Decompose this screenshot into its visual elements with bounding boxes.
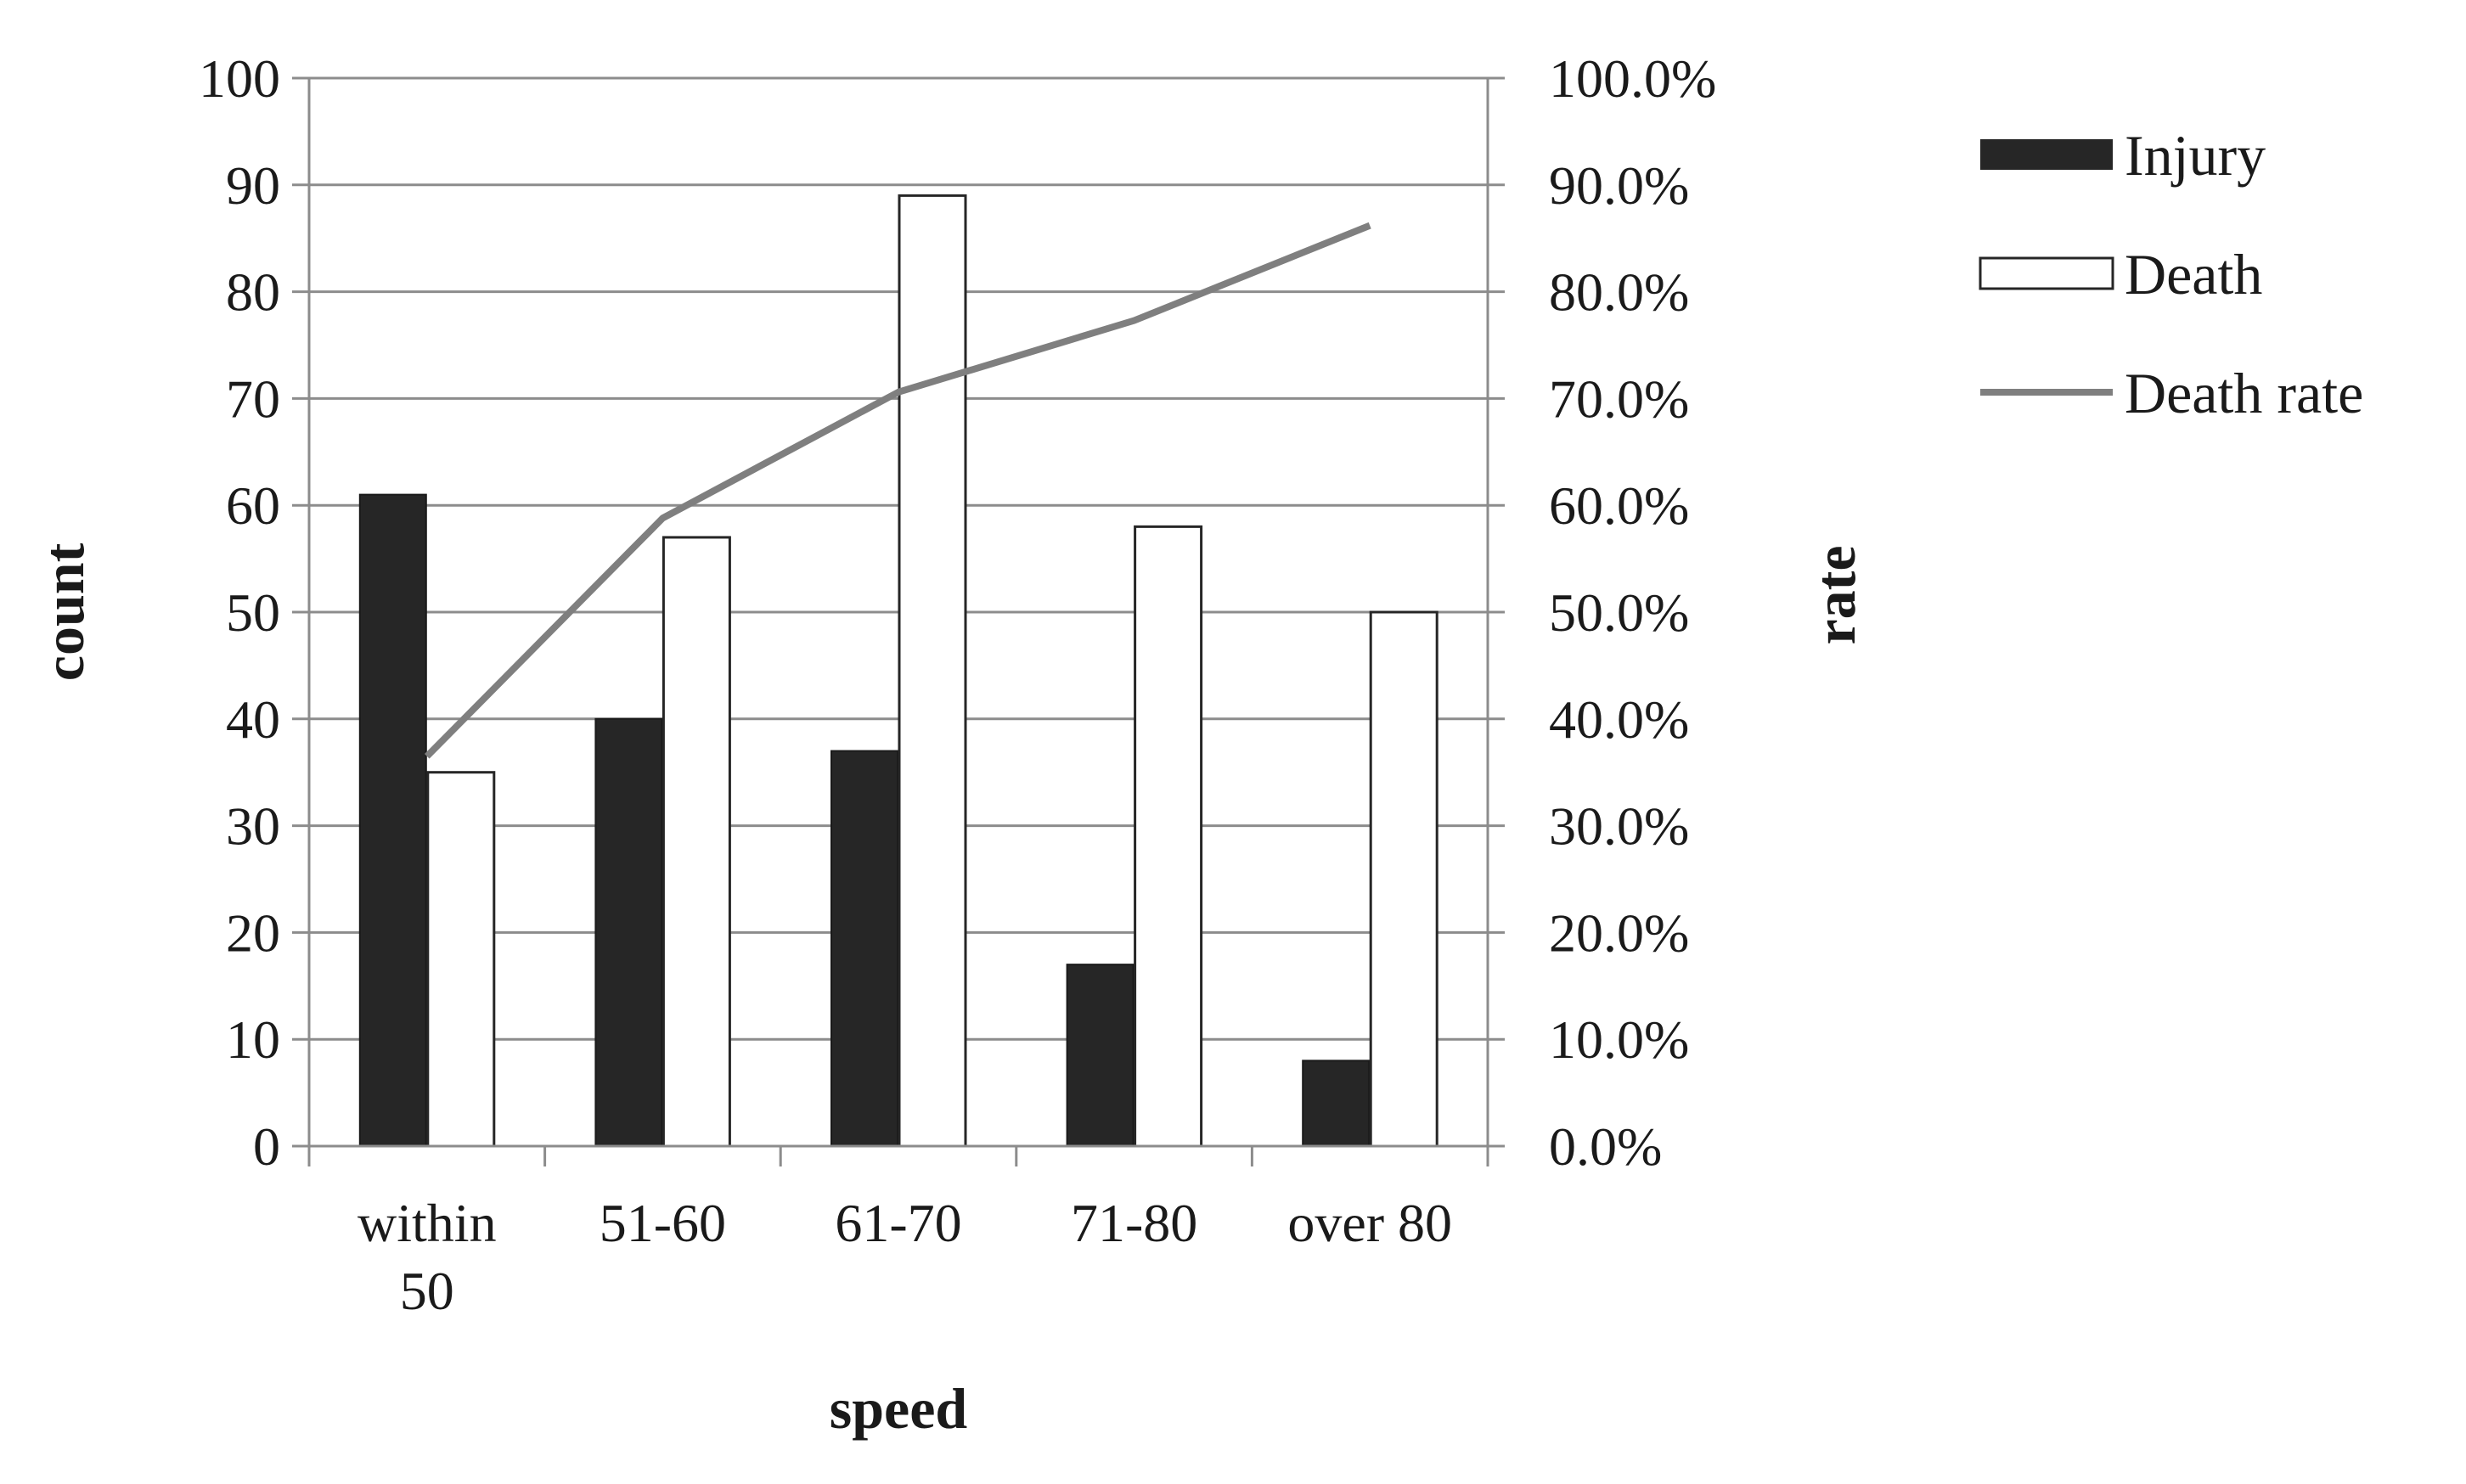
bars [358, 194, 1438, 1148]
tick-labels: 0 10 20 30 40 50 60 70 80 90 100 0.0% 10.0% 20.0% 30.0… [199, 48, 1716, 1321]
legend: Injury Death Death rate [1979, 123, 2363, 425]
bar-injury [1066, 964, 1134, 1148]
x-tick-label: 71-80 [1071, 1193, 1197, 1253]
y2-tick-label: 60.0% [1549, 475, 1689, 536]
y2-tick-label: 80.0% [1549, 262, 1689, 323]
bar-injury [1302, 1060, 1371, 1147]
y-tick-label: 20 [226, 902, 280, 963]
bar-death [1134, 525, 1203, 1148]
y2-tick-label: 70.0% [1549, 368, 1689, 429]
y2-tick-label: 30.0% [1549, 796, 1689, 857]
legend-injury-label: Injury [2125, 123, 2266, 188]
y-tick-label: 0 [253, 1116, 280, 1177]
bar-injury [594, 717, 663, 1147]
bar-death [898, 194, 967, 1148]
y-tick-label: 10 [226, 1009, 280, 1070]
bar-injury [358, 493, 427, 1147]
y2-tick-label: 10.0% [1549, 1009, 1689, 1070]
legend-death-rate-label: Death rate [2125, 361, 2363, 425]
y-tick-label: 30 [226, 796, 280, 857]
x-tick-label: 50 [400, 1261, 454, 1321]
y2-tick-label: 20.0% [1549, 902, 1689, 963]
y-tick-label: 60 [226, 475, 280, 536]
y-tick-label: 90 [226, 155, 280, 216]
y-tick-label: 100 [199, 48, 280, 109]
bar-death [426, 771, 496, 1148]
bar-injury [830, 750, 898, 1147]
x-axis-title: speed [830, 1376, 968, 1441]
y2-tick-label: 90.0% [1549, 155, 1689, 216]
bar-death [662, 536, 731, 1148]
y2-axis-title: rate [1803, 545, 1867, 644]
x-tick-label: 61-70 [835, 1193, 961, 1253]
bar-death [1369, 610, 1438, 1148]
y2-tick-label: 40.0% [1549, 689, 1689, 750]
legend-death-swatch [1979, 256, 2114, 290]
y2-tick-label: 100.0% [1549, 48, 1716, 109]
y-tick-label: 50 [226, 582, 280, 643]
y2-tick-label: 0.0% [1549, 1116, 1662, 1177]
x-tick-label: 51-60 [600, 1193, 726, 1253]
y-axis-title: count [31, 542, 96, 681]
y-tick-label: 40 [226, 689, 280, 750]
legend-death-label: Death [2125, 242, 2262, 306]
line-death-rate [424, 222, 1371, 759]
y2-tick-label: 50.0% [1549, 582, 1689, 643]
axes [292, 76, 1505, 1166]
x-tick-label: over 80 [1287, 1193, 1452, 1253]
death-rate-line [424, 222, 1371, 759]
x-tick-label: within [358, 1193, 497, 1253]
legend-injury-swatch [1980, 139, 2113, 170]
y-tick-label: 80 [226, 262, 280, 323]
y-tick-label: 70 [226, 368, 280, 429]
